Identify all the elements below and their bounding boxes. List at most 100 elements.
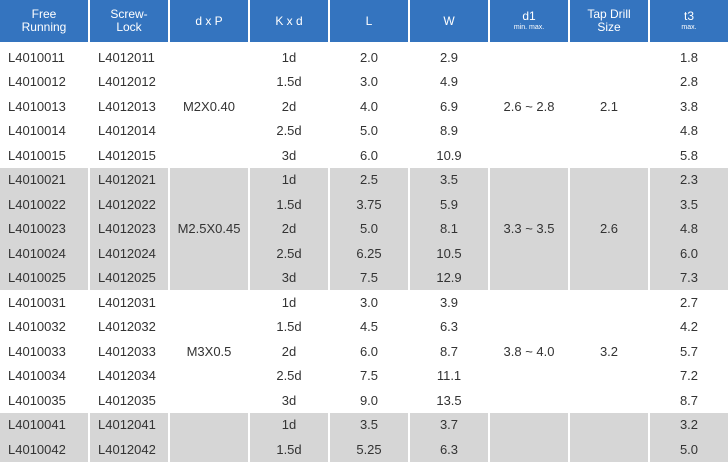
t3: 5.8: [679, 147, 699, 163]
width: 8.7: [439, 343, 459, 359]
header-text: Running: [21, 20, 67, 34]
free-running: L4010015: [8, 147, 66, 163]
t3: 7.2: [679, 368, 699, 384]
free-running: L4010031: [8, 294, 66, 310]
table-row: L4010014 L4012014 2.5d 5.0 8.9 4.8: [0, 119, 728, 144]
header-note: min. max.: [513, 24, 545, 31]
t3: 3.2: [650, 412, 728, 437]
width: 6.3: [439, 319, 459, 335]
header-text: d x P: [195, 13, 223, 28]
header-cell: d1 min. max.: [490, 0, 568, 42]
header-cell: L: [330, 0, 408, 42]
length: 7.5: [330, 265, 408, 290]
d1: [490, 412, 568, 462]
thread: M3X0.5: [186, 343, 232, 359]
k-x-d: 1d: [250, 167, 328, 192]
header-text: W: [443, 13, 455, 28]
header-text: Tap Drill: [587, 7, 631, 21]
table-row: L4010011 L4012011 M2X0.40 1d 2.0 2.9 2.6 ~ 2.8…: [0, 45, 728, 114]
k-x-d: 2.5d: [276, 123, 302, 139]
table-row: L4010034 L4012034 2.5d 7.5 11.1 7.2: [0, 364, 728, 389]
width: 6.9: [439, 98, 459, 114]
length: 5.0: [359, 123, 379, 139]
k-x-d: 3d: [281, 392, 297, 408]
t3: 6.0: [650, 241, 728, 266]
free-running: L4010021: [0, 167, 88, 192]
header-text: Free: [31, 7, 57, 21]
k-x-d: 2d: [250, 216, 328, 241]
header-note: max.: [681, 24, 697, 31]
free-running: L4010013: [8, 98, 66, 114]
length: 3.75: [330, 192, 408, 217]
thread: M2.5X0.45: [170, 167, 248, 290]
free-running: L4010032: [8, 319, 66, 335]
table-row: L4010013 L4012013 2d 4.0 6.9 3.8: [0, 94, 728, 119]
width: 11.1: [436, 368, 462, 384]
k-x-d: 1d: [250, 412, 328, 437]
screw-lock: L4012011: [98, 49, 155, 65]
d1: 3.3 ~ 3.5: [490, 167, 568, 290]
header-text: t3: [683, 9, 694, 23]
k-x-d: 1d: [281, 294, 297, 310]
t3: 3.5: [650, 192, 728, 217]
width: 3.5: [410, 167, 488, 192]
k-x-d: 1.5d: [250, 192, 328, 217]
header-text: Screw-: [110, 7, 148, 21]
screw-lock: L4012042: [90, 437, 168, 462]
k-x-d: 3d: [250, 265, 328, 290]
t3: 3.8: [679, 98, 699, 114]
free-running: L4010025: [0, 265, 88, 290]
width: 12.9: [410, 265, 488, 290]
width: 2.9: [439, 49, 459, 65]
k-x-d: 2.5d: [250, 241, 328, 266]
tap-drill: [570, 412, 648, 462]
free-running: L4010034: [8, 368, 66, 384]
table-row: L4010033 L4012033 2d 6.0 8.7 5.7: [0, 339, 728, 364]
table-row: L4010035 L4012035 3d 9.0 13.5 8.7: [0, 388, 728, 413]
d1: 2.6 ~ 2.8: [503, 98, 555, 114]
screw-lock: L4012025: [90, 265, 168, 290]
screw-lock: L4012014: [98, 123, 156, 139]
header-cell: Screw- Lock: [90, 0, 168, 42]
k-x-d: 3d: [281, 147, 297, 163]
width: 3.7: [410, 412, 488, 437]
free-running: L4010042: [0, 437, 88, 462]
table-row: L4010015 L4012015 3d 6.0 10.9 5.8: [0, 143, 728, 168]
table-row: L4010022 L4012022 1.5d 3.75 5.9 3.5: [0, 192, 728, 217]
table-row: L4010021 L4012021 M2.5X0.45 1d 2.5 3.5 3.3 ~ 3…: [0, 167, 728, 290]
screw-lock: L4012013: [98, 98, 156, 114]
length: 3.0: [359, 74, 379, 90]
header-text: L: [365, 13, 373, 28]
header-cell: Tap Drill Size: [570, 0, 648, 42]
t3: 2.8: [679, 74, 699, 90]
free-running: L4010041: [0, 412, 88, 437]
d1: 3.8 ~ 4.0: [503, 343, 555, 359]
k-x-d: 2.5d: [276, 368, 302, 384]
table-row: L4010024 L4012024 2.5d 6.25 10.5 6.0: [0, 241, 728, 266]
length: 5.25: [330, 437, 408, 462]
t3: 2.7: [679, 294, 699, 310]
thread: M2X0.40: [182, 98, 236, 114]
screw-lock: L4012023: [90, 216, 168, 241]
header-cell: K x d: [250, 0, 328, 42]
width: 4.9: [439, 74, 459, 90]
t3: 4.8: [679, 123, 699, 139]
k-x-d: 1.5d: [250, 437, 328, 462]
width: 8.9: [439, 123, 459, 139]
free-running: L4010023: [0, 216, 88, 241]
screw-lock: L4012015: [98, 147, 156, 163]
header-cell: Free Running: [0, 0, 88, 42]
header-text: Lock: [116, 20, 142, 34]
header-text: Size: [597, 20, 621, 34]
tap-drill: 2.6: [570, 167, 648, 290]
t3: 4.8: [650, 216, 728, 241]
width: 5.9: [410, 192, 488, 217]
t3: 5.0: [650, 437, 728, 462]
k-x-d: 1.5d: [276, 74, 302, 90]
k-x-d: 1d: [281, 49, 297, 65]
table-row: L4010012 L4012012 1.5d 3.0 4.9 2.8: [0, 70, 728, 95]
free-running: L4010033: [8, 343, 66, 359]
screw-lock: L4012041: [90, 412, 168, 437]
